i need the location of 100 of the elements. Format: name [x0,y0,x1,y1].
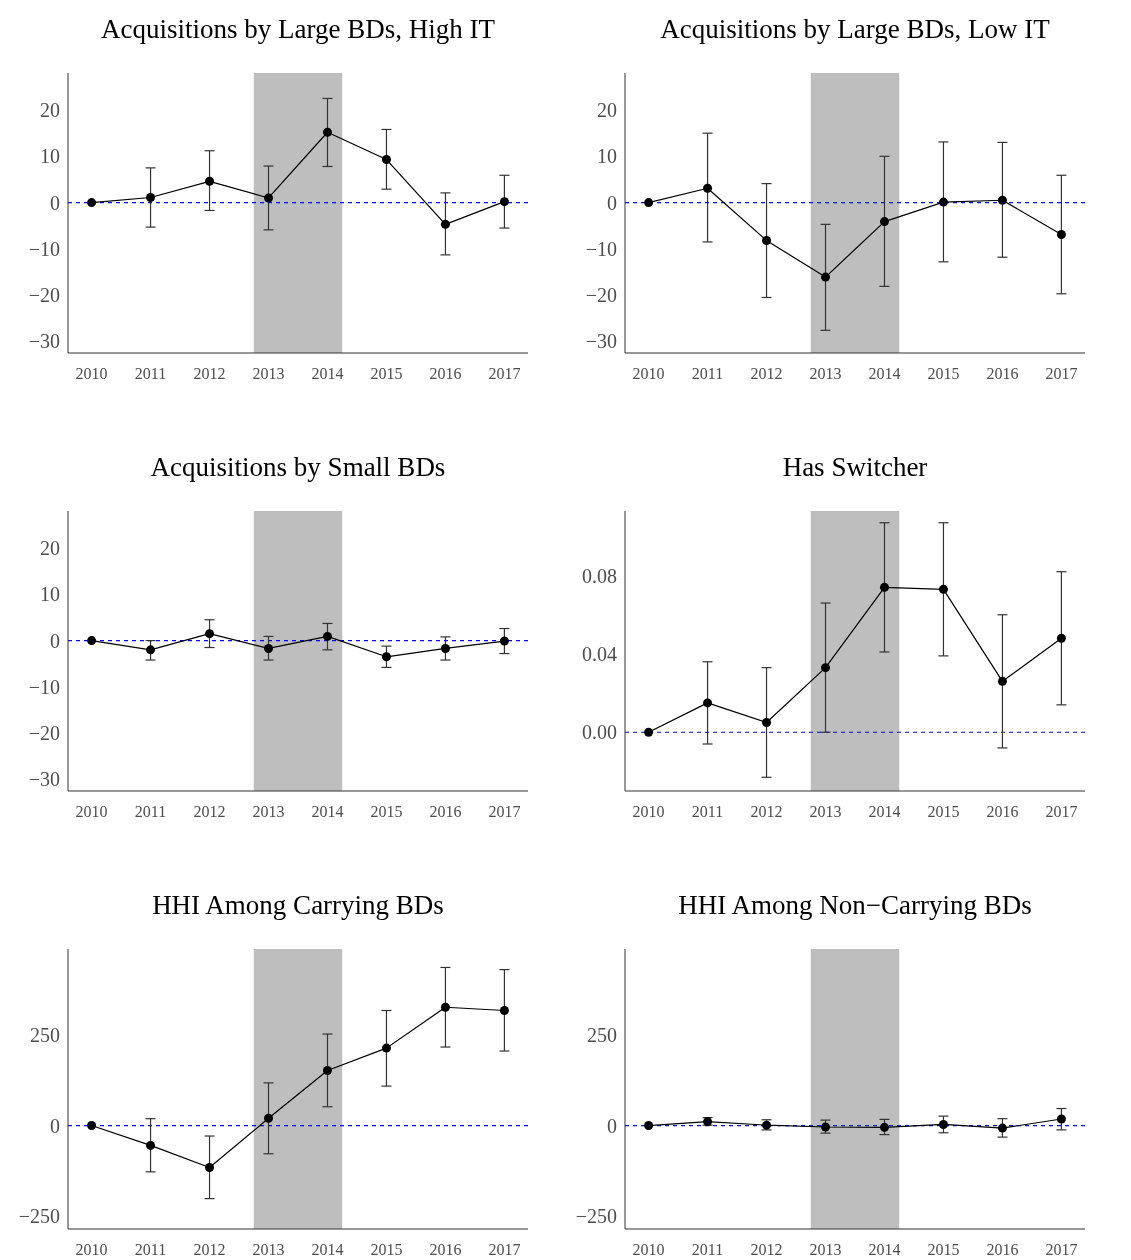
x-tick-label: 2016 [429,803,462,820]
point [879,1122,889,1132]
x-tick-label: 2013 [809,365,842,382]
x-tick-label: 2014 [311,365,344,382]
x-tick-label: 2012 [750,803,783,820]
point [1056,633,1066,643]
point [87,1121,97,1131]
x-tick-label: 2012 [193,365,226,382]
point [381,652,391,662]
y-tick-label: 10 [40,145,60,168]
x-tick-label: 2013 [252,1241,285,1258]
point [703,698,713,708]
point [264,193,274,203]
y-tick-label: 250 [587,1024,617,1047]
chart-title: HHI Among Carrying BDs [152,890,444,920]
y-tick-label: −30 [28,330,60,353]
x-tick-label: 2012 [193,1241,226,1258]
x-tick-label: 2017 [1045,803,1078,820]
x-tick-label: 2014 [868,1241,901,1258]
y-tick-label: 0.08 [582,564,617,587]
point [499,197,509,207]
y-tick-label: −10 [28,237,60,260]
x-tick-label: 2016 [986,365,1019,382]
point [381,155,391,165]
y-tick-label: 10 [40,583,60,606]
point [879,217,889,227]
point [205,629,215,639]
x-tick-label: 2013 [252,365,285,382]
point [264,1113,274,1123]
x-tick-label: 2010 [75,1241,108,1258]
y-tick-label: −30 [585,330,617,353]
y-tick-label: −10 [585,237,617,260]
x-tick-label: 2011 [691,365,724,382]
point [87,636,97,646]
chart-title: Acquisitions by Small BDs [150,452,446,482]
y-tick-label: −10 [28,675,60,698]
y-tick-label: 0 [607,191,617,214]
y-tick-label: −250 [575,1204,617,1227]
y-tick-label: −30 [28,768,60,791]
point [821,663,831,673]
point [938,584,948,594]
point [938,1119,948,1129]
point [146,645,156,655]
y-tick-label: 0 [607,1114,617,1137]
point [499,1006,509,1015]
y-tick-label: −20 [585,284,617,307]
y-tick-label: 10 [597,145,617,168]
y-tick-label: 0.04 [582,642,617,665]
x-tick-label: 2011 [134,803,167,820]
point [762,717,772,727]
x-tick-label: 2015 [370,1241,403,1258]
y-tick-label: −20 [28,722,60,745]
point [322,631,332,641]
x-tick-label: 2010 [75,365,108,382]
y-tick-label: 250 [30,1024,60,1047]
point [146,193,156,202]
point [762,236,772,246]
point [440,219,450,229]
point [381,1043,391,1053]
chart-title: HHI Among Non−Carrying BDs [678,890,1032,920]
x-tick-label: 2013 [809,803,842,820]
x-tick-label: 2017 [1045,1241,1078,1258]
x-tick-label: 2016 [429,365,462,382]
x-tick-label: 2012 [750,1241,783,1258]
y-tick-label: 0 [50,1114,60,1137]
point [1056,1114,1066,1124]
x-tick-label: 2016 [986,1241,1019,1258]
point [644,198,654,208]
x-tick-label: 2014 [868,365,901,382]
x-tick-label: 2012 [193,803,226,820]
point [1056,230,1066,240]
chart-title: Acquisitions by Large BDs, Low IT [660,14,1051,44]
point [440,643,450,653]
point [264,643,274,653]
x-tick-label: 2016 [986,803,1019,820]
x-tick-label: 2017 [488,1241,521,1258]
point [997,1123,1007,1133]
x-tick-label: 2013 [809,1241,842,1258]
point [997,195,1007,205]
x-tick-label: 2015 [927,365,960,382]
point [146,1140,156,1150]
x-tick-label: 2015 [370,803,403,820]
chart-title: Has Switcher [782,452,928,482]
point [322,127,332,137]
y-tick-label: −250 [18,1204,60,1227]
x-tick-label: 2011 [691,803,724,820]
x-tick-label: 2011 [134,1241,167,1258]
y-tick-label: 20 [597,99,617,122]
point [205,1163,215,1172]
x-tick-label: 2011 [134,365,167,382]
y-tick-label: 20 [40,99,60,122]
y-tick-label: 0.00 [582,721,617,744]
x-tick-label: 2010 [632,1241,665,1258]
x-tick-label: 2011 [691,1241,724,1258]
y-tick-label: −20 [28,284,60,307]
x-tick-label: 2014 [311,1241,344,1258]
point [499,636,509,646]
y-tick-label: 0 [50,629,60,652]
x-tick-label: 2010 [75,803,108,820]
x-tick-label: 2017 [488,803,521,820]
